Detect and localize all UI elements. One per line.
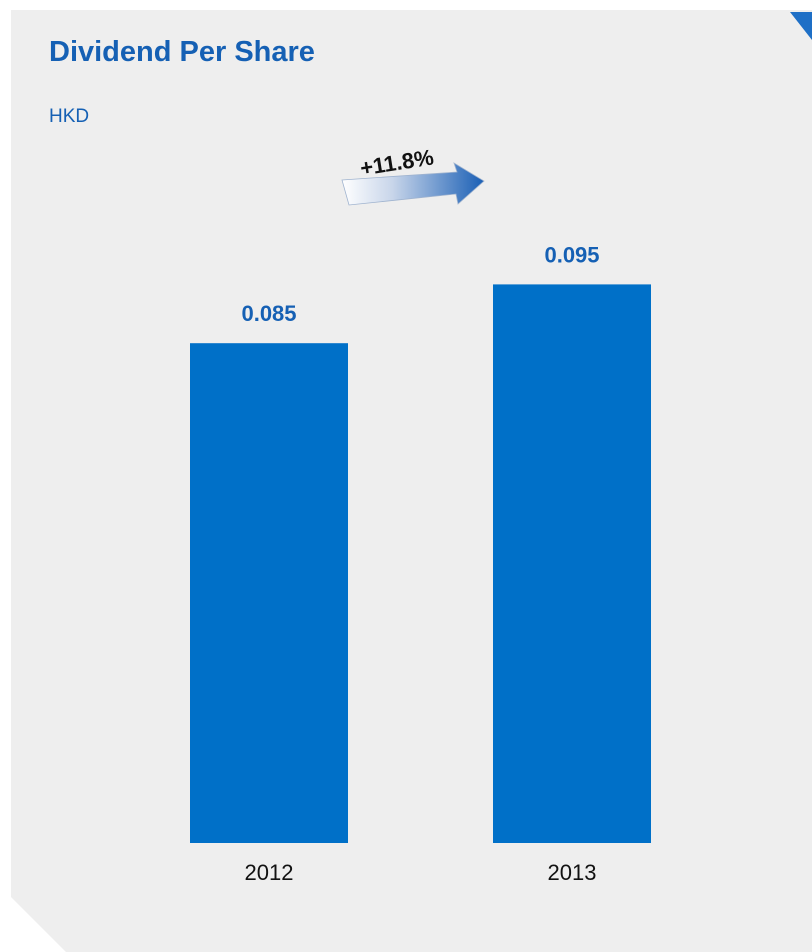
- data-label-2012: 0.085: [241, 301, 296, 326]
- x-tick-label-2013: 2013: [548, 860, 597, 885]
- bar-2013: [493, 284, 651, 843]
- data-label-2013: 0.095: [544, 242, 599, 267]
- growth-arrow-shape: [341, 162, 485, 206]
- x-tick-label-2012: 2012: [245, 860, 294, 885]
- growth-arrow: +11.8%: [341, 144, 485, 206]
- chart-panel: [11, 10, 812, 952]
- bars-group: 0.085 2012 0.095 2013: [190, 242, 651, 885]
- bar-2012: [190, 343, 348, 843]
- corner-accent-decoration: [790, 12, 812, 40]
- chart-unit-label: HKD: [49, 106, 90, 127]
- chart-title: Dividend Per Share: [49, 36, 315, 68]
